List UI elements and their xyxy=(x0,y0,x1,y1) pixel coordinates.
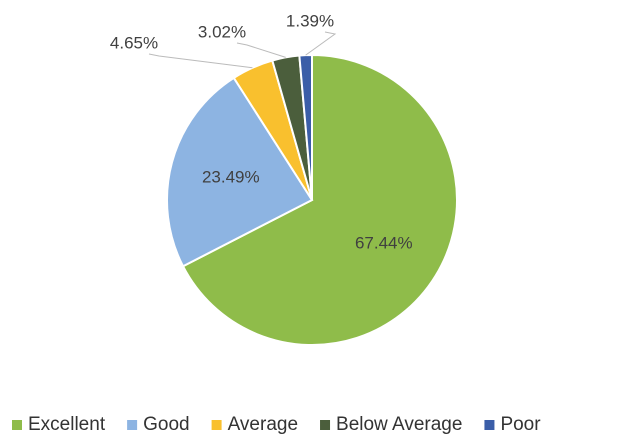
legend-swatch xyxy=(12,420,22,430)
data-label: 23.49% xyxy=(202,168,260,187)
legend-swatch xyxy=(320,420,331,430)
legend-label: Poor xyxy=(500,414,541,435)
leader-line xyxy=(148,53,253,69)
legend-label: Below Average xyxy=(336,414,462,435)
leader-line xyxy=(305,31,337,56)
data-label: 1.39% xyxy=(286,11,334,30)
data-label: 4.65% xyxy=(110,33,158,52)
legend-swatch xyxy=(484,420,495,430)
legend-label: Excellent xyxy=(28,414,106,435)
pie-slice xyxy=(298,53,313,201)
legend-label: Good xyxy=(143,414,189,435)
leader-line xyxy=(236,42,286,58)
pie-slice xyxy=(166,76,314,268)
data-label: 67.44% xyxy=(355,233,413,252)
legend-label: Average xyxy=(228,414,298,435)
data-label: 3.02% xyxy=(198,22,246,41)
legend-swatch xyxy=(211,420,222,430)
legend-swatch xyxy=(127,420,138,430)
pie-slice xyxy=(181,53,458,346)
